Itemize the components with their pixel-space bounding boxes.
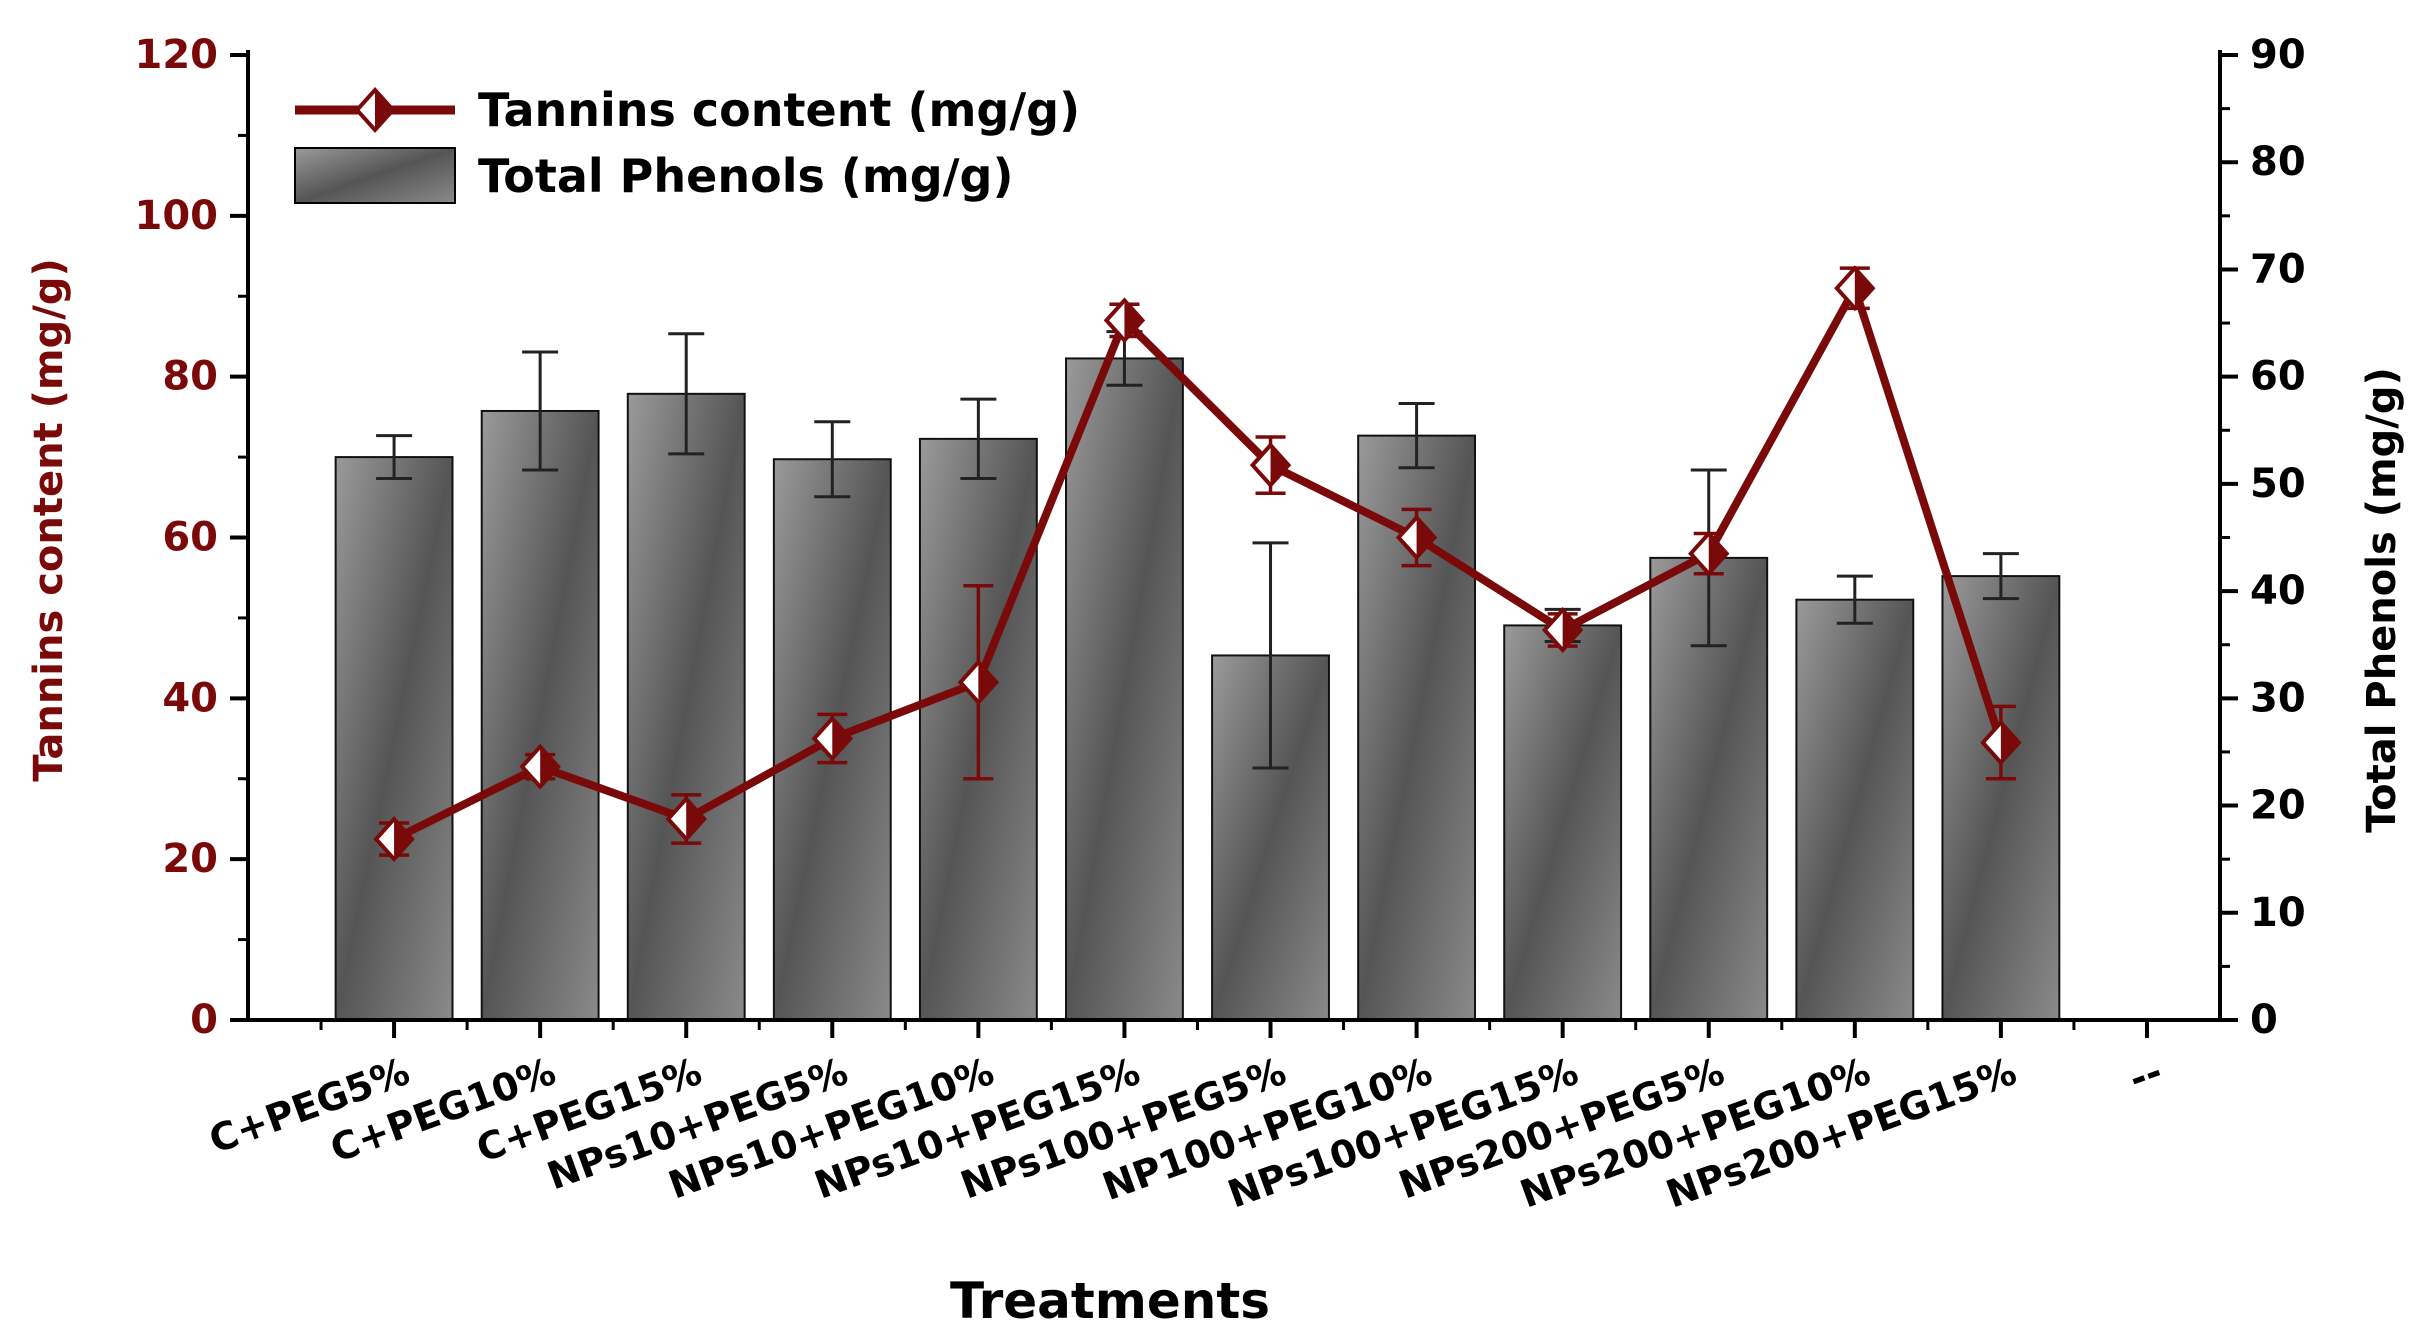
right-tick-label-70: 70 (2250, 246, 2306, 292)
right-axis-title: Total Phenols (mg/g) (2359, 367, 2405, 833)
tannins-point-5 (957, 659, 1000, 706)
tannins-marker-fill-8 (1416, 517, 1435, 558)
tannins-point-12 (1980, 719, 2022, 766)
tannins-marker-fill-2 (540, 746, 559, 787)
bars-layer (334, 357, 2061, 1022)
right-tick-label-0: 0 (2250, 997, 2278, 1043)
left-axis-title: Tannins content (mg/g) (26, 258, 72, 782)
left-tick-label-40: 40 (162, 675, 218, 721)
left-tick-label-0: 0 (190, 997, 218, 1043)
x-axis-title: Treatments (950, 1272, 1270, 1329)
tannins-point-7 (1249, 442, 1292, 489)
tannins-point-11 (1834, 265, 1876, 312)
tannins-marker-fill-12 (2000, 722, 2019, 763)
right-tick-label-50: 50 (2250, 461, 2306, 507)
left-tick-label-80: 80 (162, 354, 218, 400)
bar-6 (1065, 357, 1184, 1021)
right-tick-label-20: 20 (2250, 783, 2306, 829)
legend-label-phenols: Total Phenols (mg/g) (478, 149, 1014, 203)
left-tick-label-60: 60 (162, 515, 218, 561)
legend: Tannins content (mg/g) Total Phenols (mg… (294, 83, 1080, 204)
tannins-point-6 (1103, 297, 1146, 344)
tannins-point-3 (665, 795, 707, 842)
left-tick-label-120: 120 (135, 32, 219, 78)
tannins-marker-fill-5 (978, 662, 997, 703)
tannins-marker-fill-6 (1124, 300, 1143, 341)
bar-1 (334, 456, 454, 1022)
legend-bar-swatch (294, 147, 456, 204)
tannins-marker-fill-3 (686, 798, 705, 839)
tannins-marker-fill-1 (394, 819, 413, 860)
tannins-marker-fill-4 (832, 718, 851, 759)
bar-3 (626, 392, 746, 1022)
bar-11 (1795, 598, 1915, 1021)
right-tick-label-40: 40 (2250, 568, 2306, 614)
left-tick-label-20: 20 (162, 836, 218, 882)
bar-9 (1503, 624, 1623, 1022)
bar-12 (1941, 575, 2061, 1021)
tannins-marker-fill-7 (1270, 445, 1289, 486)
right-tick-label-10: 10 (2250, 890, 2306, 936)
tannins-point-10 (1688, 530, 1730, 577)
tannins-point-9 (1541, 606, 1584, 653)
tannins-marker-fill-11 (1854, 268, 1873, 309)
right-tick-label-60: 60 (2250, 354, 2306, 400)
x-tick-label-13: -- (2123, 1049, 2168, 1101)
left-tick-label-100: 100 (135, 193, 219, 239)
tannins-marker-fill-10 (1708, 533, 1727, 574)
bar-errors-layer (376, 330, 2019, 770)
tannins-line (392, 284, 2005, 843)
legend-label-tannins: Tannins content (mg/g) (478, 83, 1080, 137)
right-tick-label-90: 90 (2250, 32, 2306, 78)
right-tick-label-30: 30 (2250, 675, 2306, 721)
tannins-point-4 (811, 715, 853, 762)
tannins-point-8 (1395, 514, 1438, 561)
tannins-point-2 (519, 743, 561, 790)
tannins-point-1 (373, 816, 415, 863)
legend-marker (354, 87, 396, 133)
bar-2 (480, 409, 600, 1021)
right-tick-label-80: 80 (2250, 139, 2306, 185)
line-layer (373, 265, 2022, 863)
tannins-marker-fill-9 (1562, 609, 1581, 650)
